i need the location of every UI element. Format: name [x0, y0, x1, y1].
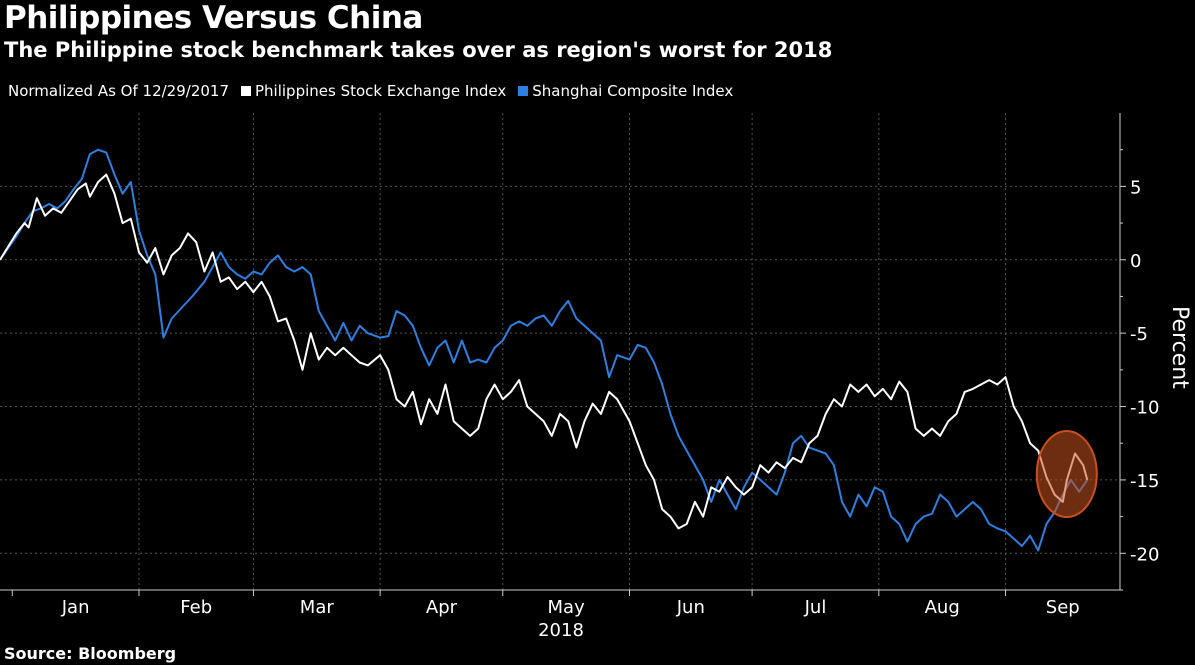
x-tick-label: Jul — [804, 597, 827, 618]
legend-note: Normalized As Of 12/29/2017 — [8, 82, 229, 100]
y-tick-label: -15 — [1130, 471, 1159, 492]
y-tick-label: 0 — [1130, 251, 1141, 272]
x-axis-label: 2018 — [538, 620, 584, 641]
legend: Normalized As Of 12/29/2017 Philippines … — [8, 82, 745, 100]
x-tick-label: May — [548, 597, 586, 618]
series-lines — [0, 148, 1089, 552]
highlight-marker — [1035, 430, 1098, 519]
y-axis-label: Percent — [1167, 306, 1192, 389]
x-axis: Jan Feb Mar Apr May Jun Jul Aug Sep 2018 — [0, 589, 1120, 641]
grid-lines — [0, 113, 1120, 590]
chart-subtitle: The Philippine stock benchmark takes ove… — [4, 38, 833, 62]
legend-note-label: Normalized As Of 12/29/2017 — [8, 82, 229, 100]
x-tick-label: Apr — [426, 597, 458, 618]
x-tick-label: Jan — [61, 597, 90, 618]
x-tick-label: Feb — [180, 597, 212, 618]
legend-item-philippines: Philippines Stock Exchange Index — [241, 82, 506, 100]
y-tick-label: 5 — [1130, 177, 1141, 198]
highlight-circle — [1035, 430, 1098, 519]
source-note: Source: Bloomberg — [4, 644, 177, 663]
legend-label-shanghai: Shanghai Composite Index — [532, 82, 734, 100]
x-tick-label: Aug — [925, 597, 960, 618]
series-line-philippines — [0, 173, 1089, 530]
legend-swatch-shanghai — [518, 86, 529, 96]
y-tick-label: -10 — [1130, 398, 1159, 419]
legend-item-shanghai: Shanghai Composite Index — [518, 82, 733, 100]
y-tick-label: -5 — [1130, 324, 1148, 345]
y-axis: 5 0 -5 -10 -15 -20 Percent — [1119, 113, 1192, 591]
series-line-shanghai — [0, 148, 1089, 552]
legend-swatch-philippines — [241, 86, 251, 96]
y-tick-label: -20 — [1130, 544, 1159, 565]
chart-title: Philippines Versus China — [4, 0, 423, 36]
x-tick-label: Jun — [676, 597, 705, 618]
x-tick-label: Sep — [1046, 597, 1080, 618]
x-tick-label: Mar — [300, 597, 335, 618]
legend-label-philippines: Philippines Stock Exchange Index — [255, 82, 507, 100]
